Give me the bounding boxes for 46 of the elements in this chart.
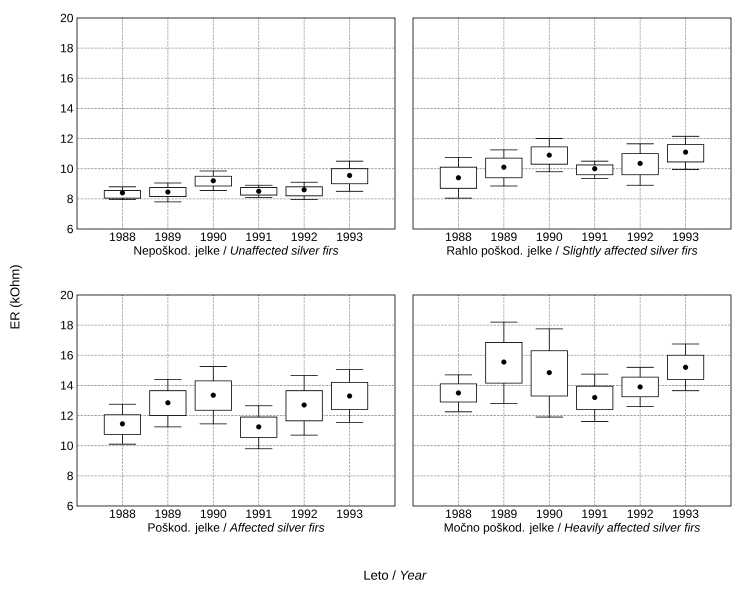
x-tick-label: 1990 bbox=[536, 510, 562, 518]
x-tick-label: 1988 bbox=[110, 510, 136, 518]
y-tick-label: 10 bbox=[61, 164, 74, 173]
x-tick-label: 1992 bbox=[292, 510, 317, 518]
y-tick-label: 6 bbox=[67, 224, 73, 234]
x-tick-label: 1993 bbox=[337, 232, 362, 242]
x-tick-label: 1991 bbox=[246, 510, 272, 518]
y-tick-label: 20 bbox=[60, 290, 74, 300]
x-tick-label: 1989 bbox=[155, 232, 181, 242]
x-tick-label: 1993 bbox=[673, 232, 698, 242]
y-tick-label: 18 bbox=[61, 44, 73, 52]
x-tick-label: 1990 bbox=[200, 232, 226, 242]
x-axis-title: Poškod. jelke / Affected silver firs bbox=[148, 522, 324, 534]
x-tick-label: 1992 bbox=[628, 510, 653, 518]
text: Leto / Year bbox=[364, 570, 427, 580]
x-tick-label: 1993 bbox=[673, 510, 698, 518]
x-tick-label: 1988 bbox=[446, 232, 472, 242]
x-tick-label: 1991 bbox=[246, 232, 272, 242]
y-axis-title: ER (kOhm) bbox=[10, 265, 22, 328]
x-tick-label: 1990 bbox=[200, 510, 226, 518]
x-tick-label: 1990 bbox=[536, 232, 562, 242]
x-tick-label: 1989 bbox=[155, 510, 181, 518]
x-tick-label: 1989 bbox=[491, 510, 517, 518]
y-tick-label: 8 bbox=[67, 194, 73, 204]
x-tick-label: 1988 bbox=[446, 510, 472, 518]
x-axis-title: Rahlo poškod. jelke / Slightly affected silver firs bbox=[447, 246, 698, 258]
y-tick-label: 10 bbox=[61, 441, 74, 450]
x-tick-label: 1991 bbox=[582, 510, 608, 518]
y-tick-label: 18 bbox=[61, 320, 73, 330]
x-tick-label: 1989 bbox=[491, 232, 517, 242]
x-tick-label: 1991 bbox=[582, 232, 608, 242]
x-tick-label: 1993 bbox=[337, 510, 362, 518]
y-tick-label: 12 bbox=[61, 134, 73, 143]
x-axis-title: Nepoškod. jelke / Unaffected silver firs bbox=[134, 246, 338, 258]
y-tick-label: 20 bbox=[60, 14, 74, 22]
x-tick-label: 1988 bbox=[110, 232, 136, 242]
y-tick-label: 14 bbox=[61, 104, 74, 113]
y-tick-label: 8 bbox=[67, 472, 73, 480]
y-tick-label: 16 bbox=[61, 74, 73, 83]
y-tick-label: 16 bbox=[61, 351, 73, 360]
y-tick-label: 12 bbox=[61, 411, 73, 420]
x-axis-title: Močno poškod. jelke / Heavily affected silver firs bbox=[444, 522, 700, 534]
y-tick-label: 14 bbox=[61, 381, 74, 390]
y-tick-label: 6 bbox=[67, 502, 73, 510]
x-tick-label: 1992 bbox=[292, 232, 317, 242]
x-tick-label: 1992 bbox=[628, 232, 653, 242]
